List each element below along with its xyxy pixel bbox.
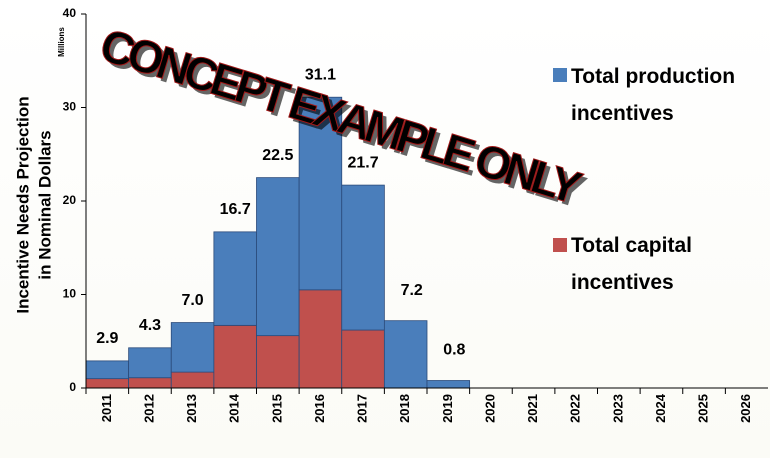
x-tick-label: 2025 — [696, 394, 711, 423]
legend-label: Total capital incentives — [571, 234, 692, 294]
bar-segment — [213, 324, 257, 389]
y-axis-label: Incentive Needs Projection — [13, 96, 32, 313]
x-tick-label: 2023 — [610, 394, 625, 423]
x-tick-label: 2015 — [269, 394, 284, 423]
bar-segment — [298, 289, 343, 389]
legend-swatch — [553, 68, 567, 82]
bar-segment — [170, 371, 215, 389]
bar-segment — [426, 380, 471, 389]
data-label: 0.8 — [443, 342, 465, 359]
bar-segment — [213, 231, 257, 326]
data-label: 2.9 — [96, 330, 118, 347]
legend-label: Total production incentives — [571, 65, 736, 125]
data-label: 4.3 — [139, 317, 161, 334]
x-tick-label: 2021 — [525, 394, 540, 423]
bar-segment — [128, 347, 172, 379]
data-label: 7.0 — [181, 292, 203, 309]
bar-segment — [341, 329, 385, 389]
x-tick-label: 2018 — [397, 394, 412, 423]
bar-segment — [256, 335, 300, 389]
data-label: 7.2 — [401, 282, 423, 299]
y-tick-label: 40 — [63, 6, 77, 20]
y-tick-label: 0 — [69, 380, 76, 394]
bar-segment — [85, 360, 130, 380]
y-tick-label: 20 — [63, 193, 77, 207]
bar-segment — [128, 377, 172, 389]
x-tick-label: 2013 — [184, 394, 199, 423]
data-label: 31.1 — [305, 66, 336, 83]
x-tick-label: 2017 — [355, 394, 370, 423]
x-tick-label: 2022 — [568, 394, 583, 423]
y-unit: Millions — [57, 27, 66, 57]
bar-segment — [383, 320, 428, 389]
bar-segment — [85, 378, 130, 389]
x-tick-label: 2016 — [312, 394, 327, 423]
x-tick-label: 2020 — [482, 394, 497, 423]
x-tick-label: 2014 — [227, 393, 242, 423]
x-tick-label: 2019 — [440, 394, 455, 423]
data-label: 16.7 — [220, 201, 251, 218]
x-tick-label: 2024 — [653, 393, 668, 423]
bar-segment — [170, 322, 215, 373]
x-tick-label: 2012 — [141, 394, 156, 423]
y-tick-label: 30 — [63, 100, 77, 114]
bar-segment — [341, 184, 385, 331]
bar-segment — [256, 177, 300, 337]
legend-swatch — [553, 238, 567, 252]
y-tick-label: 10 — [63, 287, 77, 301]
y-axis-label: in Nominal Dollars — [35, 130, 54, 279]
data-label: 22.5 — [262, 147, 293, 164]
data-label: 21.7 — [347, 154, 378, 171]
x-tick-label: 2011 — [99, 394, 114, 422]
x-tick-label: 2026 — [738, 394, 753, 423]
